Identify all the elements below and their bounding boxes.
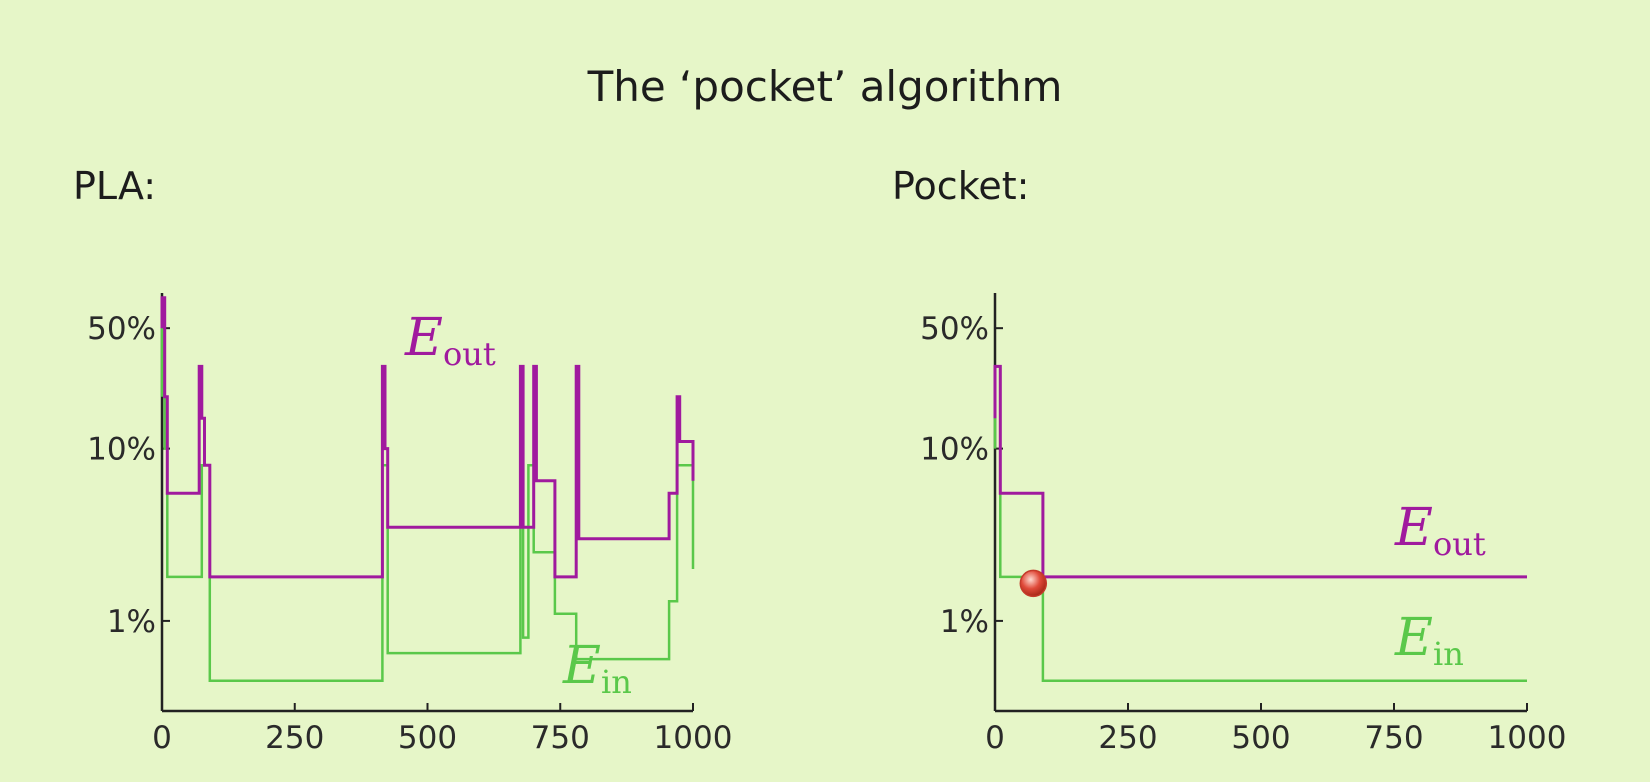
pla-x-tick-label: 0 bbox=[152, 720, 172, 756]
pla-x-tick-label: 250 bbox=[265, 720, 324, 756]
pocket-y-tick-label: 1% bbox=[940, 604, 989, 640]
pla-panel-heading: PLA: bbox=[73, 164, 157, 208]
pocket-marker bbox=[1019, 569, 1048, 598]
pocket-x-tick-label: 750 bbox=[1364, 720, 1423, 756]
pla-y-tick-label: 1% bbox=[107, 604, 156, 640]
pocket-series-e-in bbox=[993, 365, 1527, 682]
pocket-x-tick-label: 500 bbox=[1231, 720, 1290, 756]
pla-y-tick-label: 10% bbox=[87, 432, 156, 468]
pocket-panel-heading: Pocket: bbox=[892, 164, 1030, 208]
pla-y-tick-label: 50% bbox=[87, 311, 156, 347]
pocket-x-tick-label: 0 bbox=[985, 720, 1005, 756]
pla-x-tick-label: 750 bbox=[531, 720, 590, 756]
pla-series-e-in bbox=[160, 296, 695, 682]
pocket-x-tick-label: 250 bbox=[1098, 720, 1157, 756]
pocket-y-tick-label: 10% bbox=[920, 432, 989, 468]
pla-x-tick-label: 1000 bbox=[654, 720, 733, 756]
pla-x-tick-label: 500 bbox=[398, 720, 457, 756]
pla-series-e-out bbox=[160, 296, 695, 579]
pocket-series-label-e-out: Eout bbox=[1394, 498, 1486, 563]
pocket-series-label-e-in: Ein bbox=[1394, 608, 1464, 673]
pocket-y-tick-label: 50% bbox=[920, 311, 989, 347]
pocket-x-tick-label: 1000 bbox=[1488, 720, 1567, 756]
slide-title: The ‘pocket’ algorithm bbox=[587, 62, 1063, 111]
